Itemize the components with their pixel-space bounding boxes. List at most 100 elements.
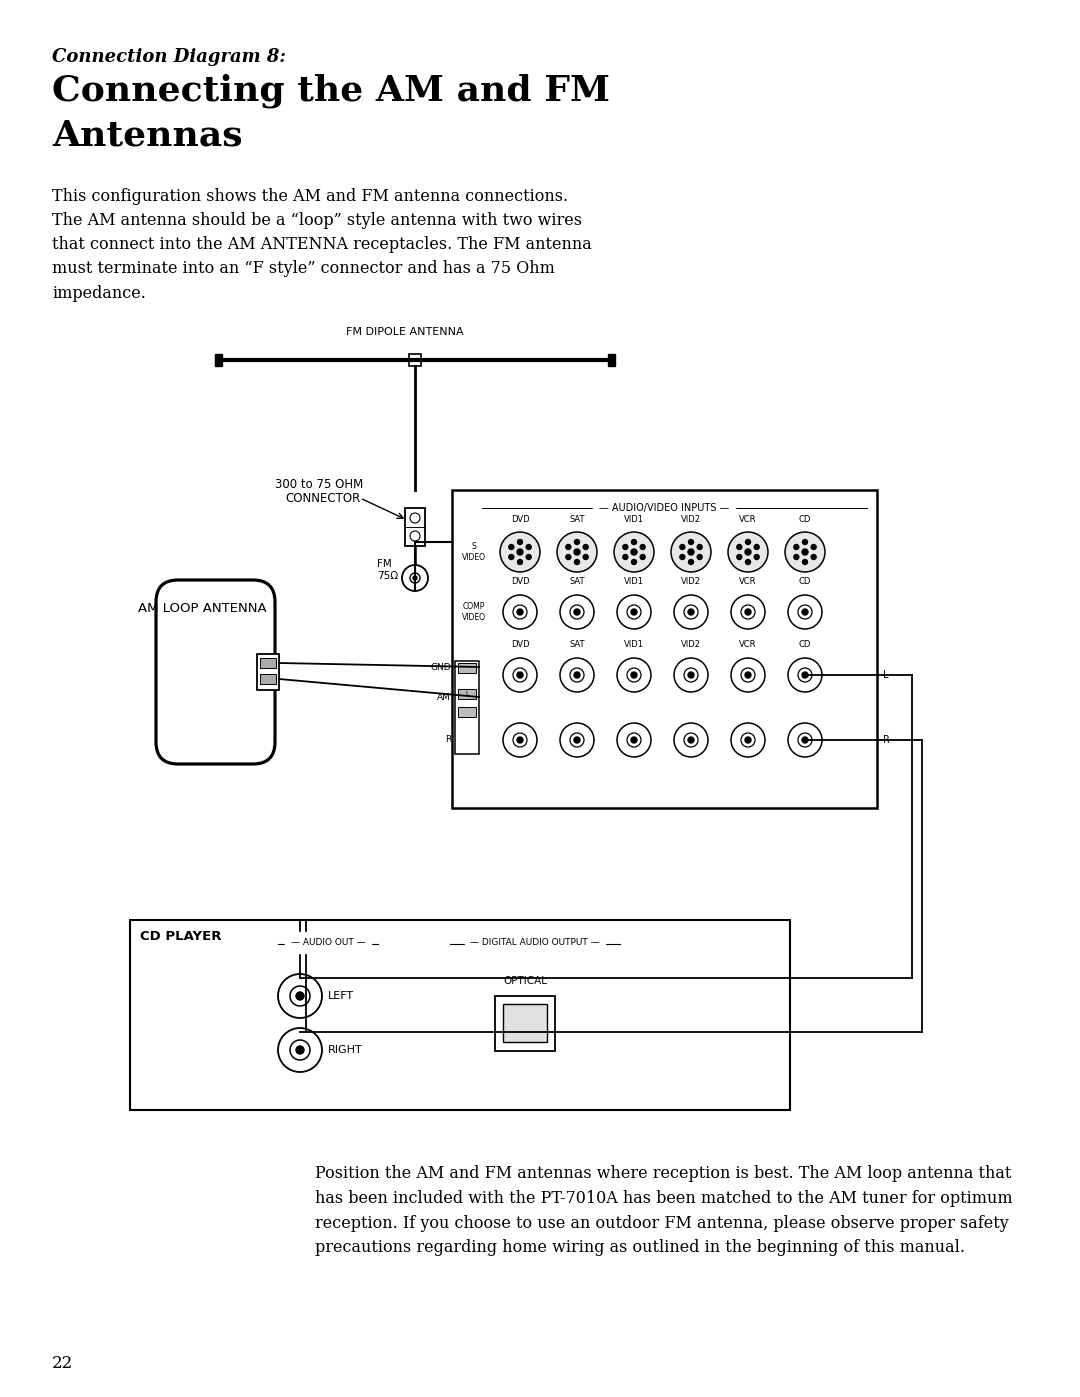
Circle shape [517,560,523,564]
Bar [503,1004,546,1042]
Circle shape [688,738,694,743]
Text: GND: GND [430,662,451,672]
Text: OPTICAL: OPTICAL [503,977,546,986]
Text: SAT: SAT [569,577,584,585]
Circle shape [794,555,799,560]
Circle shape [402,564,428,591]
Text: CD: CD [799,640,811,650]
Text: R: R [445,735,451,745]
Circle shape [561,595,594,629]
Circle shape [573,609,580,615]
Circle shape [689,539,693,545]
Circle shape [802,609,808,615]
Circle shape [688,672,694,678]
Circle shape [754,545,759,549]
Text: DVD: DVD [511,515,529,524]
Circle shape [798,733,812,747]
Bar [455,661,480,754]
Circle shape [627,668,642,682]
Text: VID2: VID2 [681,577,701,585]
Circle shape [517,738,523,743]
Bar [405,509,426,546]
Circle shape [583,555,589,560]
Circle shape [291,986,310,1006]
Circle shape [631,738,637,743]
Circle shape [674,658,708,692]
Circle shape [617,595,651,629]
Text: COMP
VIDEO: COMP VIDEO [462,602,486,622]
Circle shape [503,595,537,629]
Circle shape [513,668,527,682]
Circle shape [632,539,636,545]
Circle shape [785,532,825,571]
Text: VID1: VID1 [624,515,644,524]
Bar [495,996,555,1051]
Circle shape [745,672,751,678]
Circle shape [737,545,742,549]
Circle shape [679,555,685,560]
Text: VID1: VID1 [624,640,644,650]
Bar [458,664,476,673]
Circle shape [798,605,812,619]
Circle shape [788,724,822,757]
Circle shape [617,658,651,692]
Circle shape [698,555,702,560]
Circle shape [728,532,768,571]
Circle shape [526,555,531,560]
Circle shape [745,738,751,743]
Circle shape [575,560,580,564]
Circle shape [627,733,642,747]
Text: L: L [465,692,469,697]
Circle shape [583,545,589,549]
Circle shape [689,560,693,564]
Text: This configuration shows the AM and FM antenna connections.
The AM antenna shoul: This configuration shows the AM and FM a… [52,189,592,302]
Circle shape [566,555,571,560]
Circle shape [291,1039,310,1060]
Circle shape [802,560,808,564]
Circle shape [745,609,751,615]
Circle shape [731,724,765,757]
Circle shape [679,545,685,549]
Circle shape [671,532,711,571]
Text: SAT: SAT [569,640,584,650]
Circle shape [296,1046,303,1053]
Circle shape [517,539,523,545]
Text: CONNECTOR: CONNECTOR [285,492,361,504]
Circle shape [741,605,755,619]
Circle shape [698,545,702,549]
Text: 300 to 75 OHM: 300 to 75 OHM [275,478,363,490]
Circle shape [513,605,527,619]
Circle shape [631,609,637,615]
Text: LEFT: LEFT [328,990,354,1002]
Text: VCR: VCR [739,640,757,650]
Text: Antennas: Antennas [52,117,243,152]
Circle shape [517,672,523,678]
Text: RIGHT: RIGHT [328,1045,363,1055]
Circle shape [798,668,812,682]
Circle shape [573,672,580,678]
Circle shape [802,738,808,743]
Circle shape [278,1028,322,1071]
Circle shape [561,724,594,757]
Circle shape [570,605,584,619]
Circle shape [794,545,799,549]
Circle shape [745,560,751,564]
Text: 22: 22 [52,1355,73,1372]
Circle shape [573,549,580,555]
Text: AM LOOP ANTENNA: AM LOOP ANTENNA [138,602,267,615]
Text: — DIGITAL AUDIO OUTPUT —: — DIGITAL AUDIO OUTPUT — [470,937,599,947]
Circle shape [503,724,537,757]
Circle shape [503,658,537,692]
Circle shape [557,532,597,571]
Text: VCR: VCR [739,577,757,585]
Circle shape [517,609,523,615]
Text: CD PLAYER: CD PLAYER [140,930,221,943]
Circle shape [615,532,654,571]
Text: Connection Diagram 8:: Connection Diagram 8: [52,47,286,66]
Circle shape [526,545,531,549]
Text: DVD: DVD [511,577,529,585]
Circle shape [684,733,698,747]
Bar [215,353,222,366]
Circle shape [631,672,637,678]
Circle shape [684,605,698,619]
